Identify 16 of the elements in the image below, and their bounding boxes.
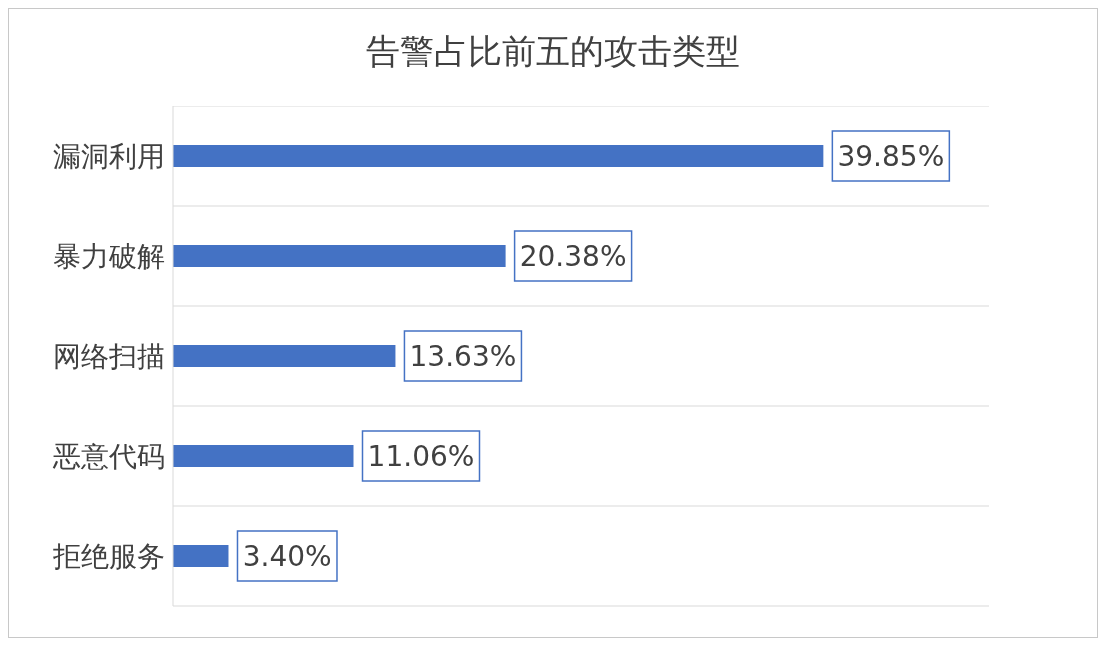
bar: [173, 545, 229, 567]
data-label: 39.85%: [837, 140, 945, 173]
y-tick-label: 网络扫描: [53, 339, 165, 373]
bar: [173, 145, 824, 167]
y-tick-label: 恶意代码: [52, 439, 165, 473]
y-tick-label: 暴力破解: [53, 239, 165, 273]
bar: [173, 245, 506, 267]
bar: [173, 445, 354, 467]
data-label: 13.63%: [409, 340, 517, 373]
y-tick-label: 拒绝服务: [52, 539, 165, 573]
data-label: 20.38%: [519, 240, 627, 273]
bar: [173, 345, 396, 367]
data-label: 3.40%: [242, 540, 332, 573]
y-tick-label: 漏洞利用: [53, 139, 165, 173]
chart-title: 告警占比前五的攻击类型: [365, 30, 741, 73]
data-label: 11.06%: [367, 440, 475, 473]
